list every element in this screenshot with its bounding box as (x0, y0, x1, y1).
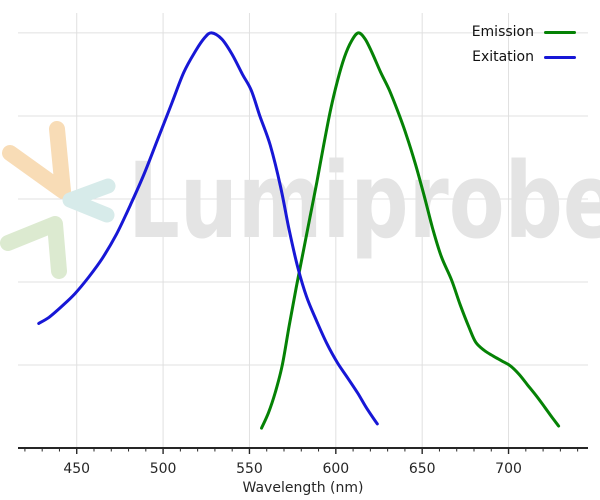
legend-item-excitation: Exitation (472, 49, 576, 66)
legend-item-emission: Emission (472, 24, 576, 41)
gridlines (18, 13, 588, 448)
logo-petal-orange (2, 121, 71, 199)
lumiprobe-logo-icon (0, 121, 116, 279)
legend-line-emission (544, 31, 576, 34)
legend-line-excitation (544, 56, 576, 59)
x-tick-label: 450 (63, 461, 90, 477)
legend-label-emission: Emission (471, 24, 534, 40)
curve-exitation (37, 31, 379, 426)
x-axis: 450 500 550 600 650 700 (18, 447, 588, 477)
logo-petal-teal (62, 178, 116, 223)
watermark-text: Lumiprobe (128, 140, 600, 262)
series-curves (37, 31, 561, 430)
legend: Emission Exitation (472, 24, 576, 66)
x-tick-label: 550 (236, 461, 263, 477)
x-tick-label: 650 (409, 461, 436, 477)
x-tick-label: 700 (495, 461, 522, 477)
x-tick-label: 500 (150, 461, 177, 477)
curve-emission (260, 31, 561, 430)
x-axis-label: Wavelength (nm) (243, 480, 364, 496)
legend-label-excitation: Exitation (472, 49, 534, 65)
x-tick-label: 600 (322, 461, 349, 477)
watermark: Lumiprobe (0, 121, 600, 279)
logo-petal-green (0, 216, 67, 279)
